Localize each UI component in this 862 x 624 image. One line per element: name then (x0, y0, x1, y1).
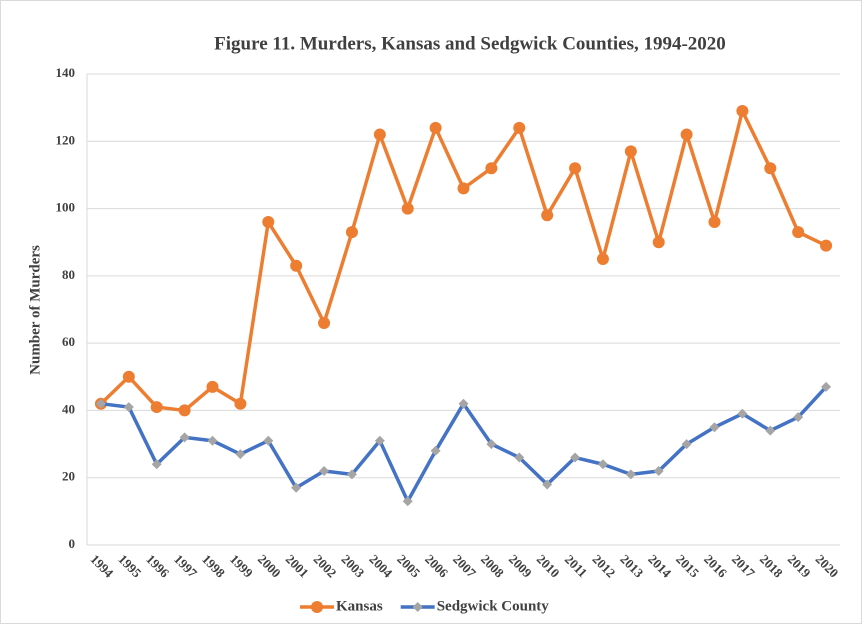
point (346, 469, 357, 480)
point (765, 425, 776, 436)
point (792, 226, 805, 239)
point (709, 422, 720, 433)
point (458, 398, 469, 409)
point (178, 404, 191, 417)
point (373, 128, 386, 141)
point (319, 465, 330, 476)
point (681, 439, 692, 450)
point (597, 459, 608, 470)
point (122, 370, 135, 383)
point (485, 162, 498, 175)
point (402, 496, 413, 507)
y-tick-label: 60 (62, 334, 75, 349)
point (401, 202, 414, 215)
point (486, 439, 497, 450)
point (596, 253, 609, 266)
y-tick-label: 100 (56, 200, 76, 215)
point (95, 398, 106, 409)
y-tick-label: 40 (62, 401, 75, 416)
point (653, 465, 664, 476)
point (708, 216, 721, 229)
point (736, 105, 749, 118)
point (179, 432, 190, 443)
y-tick-label: 0 (69, 536, 76, 551)
point (430, 445, 441, 456)
point (429, 121, 442, 134)
legend-label: Kansas (336, 598, 383, 614)
y-tick-label: 120 (56, 132, 76, 147)
y-tick-label: 20 (62, 469, 75, 484)
point (542, 479, 553, 490)
point (514, 452, 525, 463)
point (207, 435, 218, 446)
point (764, 162, 777, 175)
point (318, 316, 331, 329)
point (374, 435, 385, 446)
point (290, 259, 303, 272)
point (123, 402, 134, 413)
point (820, 239, 833, 252)
point (541, 209, 554, 222)
y-axis-label: Number of Murders (27, 245, 43, 375)
y-tick-label: 80 (62, 267, 75, 282)
legend-marker (311, 601, 323, 613)
point (345, 226, 358, 239)
point (624, 145, 637, 158)
point (569, 162, 582, 175)
point (625, 469, 636, 480)
point (234, 397, 247, 410)
point (680, 128, 693, 141)
point (457, 182, 470, 195)
y-tick-label: 140 (56, 65, 76, 80)
point (150, 401, 163, 414)
point (206, 380, 219, 393)
point (151, 459, 162, 470)
point (513, 121, 526, 134)
point (235, 449, 246, 460)
point (263, 435, 274, 446)
legend-label: Sedgwick County (437, 598, 550, 614)
legend-marker (412, 602, 423, 612)
point (652, 236, 665, 249)
point (262, 216, 275, 229)
point (737, 408, 748, 419)
point (821, 381, 832, 392)
point (291, 482, 302, 493)
chart-title: Figure 11. Murders, Kansas and Sedgwick … (214, 33, 726, 54)
point (570, 452, 581, 463)
point (793, 412, 804, 423)
